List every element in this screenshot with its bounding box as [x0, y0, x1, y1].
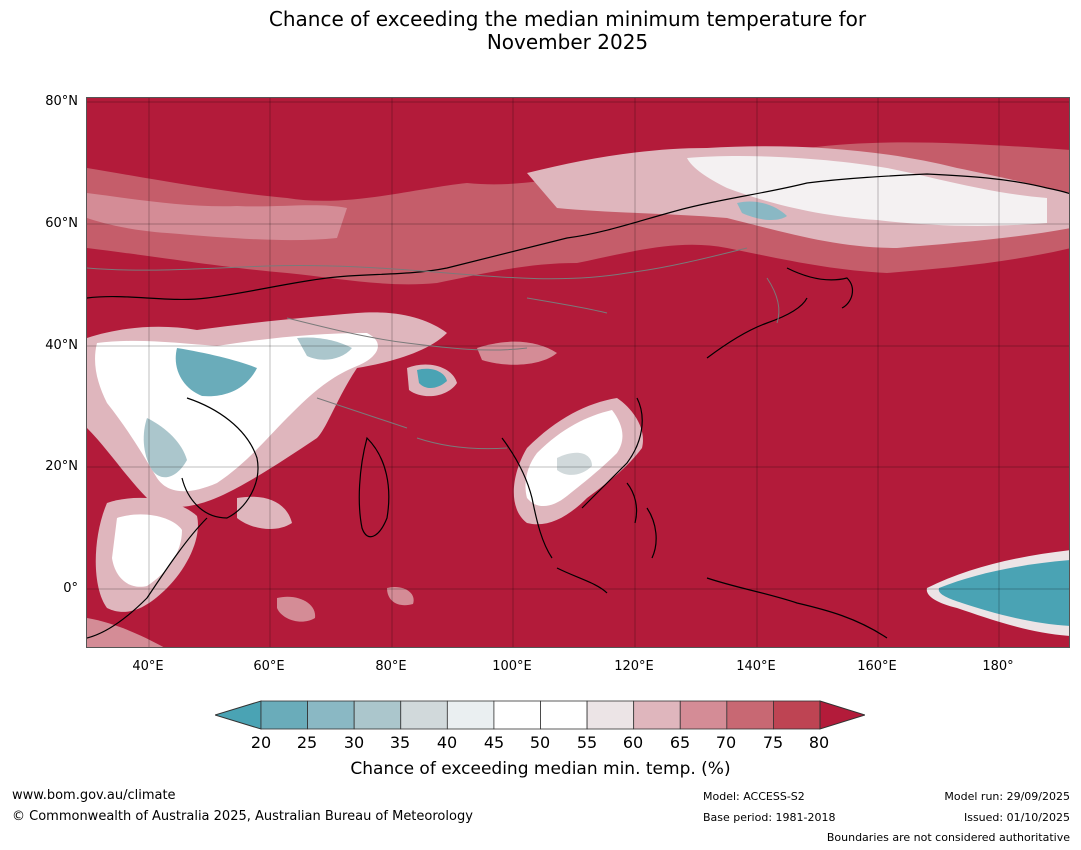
map-title-line1: Chance of exceeding the median minimum t… — [268, 7, 867, 31]
lon-label-120e: 120°E — [614, 659, 654, 674]
colorbar-tick: 80 — [808, 733, 830, 752]
colorbar-segment — [446, 700, 495, 730]
colorbar-segment — [493, 700, 541, 730]
colorbar-tick: 70 — [715, 733, 737, 752]
colorbar-arrow-high — [819, 700, 867, 730]
colorbar-tick: 65 — [669, 733, 691, 752]
colorbar-tick: 30 — [343, 733, 365, 752]
lon-label-160e: 160°E — [857, 659, 897, 674]
lat-label-40n: 40°N — [45, 338, 78, 353]
lon-label-80e: 80°E — [375, 659, 407, 674]
lon-label-180: 180° — [982, 659, 1014, 674]
lat-label-0: 0° — [63, 581, 78, 596]
colorbar-segment — [726, 700, 774, 730]
colorbar-segment — [353, 700, 402, 730]
coastlines — [87, 173, 1069, 639]
colorbar-segment — [586, 700, 635, 730]
lon-label-100e: 100°E — [492, 659, 532, 674]
colorbar-segment — [260, 700, 308, 730]
footer-model: Model: ACCESS-S2 — [703, 790, 805, 803]
map-title-line2: November 2025 — [486, 30, 649, 54]
colorbar-segment — [679, 700, 728, 730]
footer-copyright: © Commonwealth of Australia 2025, Austra… — [12, 809, 473, 824]
colorbar-tick: 40 — [436, 733, 458, 752]
colorbar-segment — [307, 700, 355, 730]
footer-url: www.bom.gov.au/climate — [12, 788, 176, 803]
colorbar-segment — [400, 700, 448, 730]
china-low-probability-region — [513, 398, 643, 525]
colorbar-tick: 20 — [250, 733, 272, 752]
africa-low-probability-region — [87, 496, 292, 647]
footer-model-run: Model run: 29/09/2025 — [944, 790, 1070, 803]
colorbar-segment — [540, 700, 588, 730]
map-graticule — [87, 98, 1069, 647]
colorbar-segment — [773, 700, 821, 730]
country-borders — [87, 247, 780, 450]
central-asia-low-probability-region — [87, 312, 457, 508]
siberia-low-probability-region — [87, 142, 1069, 285]
lat-label-80n: 80°N — [45, 94, 78, 109]
map-panel — [86, 97, 1070, 648]
lat-label-20n: 20°N — [45, 459, 78, 474]
lon-label-60e: 60°E — [253, 659, 285, 674]
colorbar-label-text: Chance of exceeding median min. temp. (%… — [350, 759, 731, 779]
footer-boundaries-note: Boundaries are not considered authoritat… — [826, 831, 1070, 844]
lon-label-40e: 40°E — [132, 659, 164, 674]
colorbar — [213, 700, 867, 730]
lon-label-140e: 140°E — [736, 659, 776, 674]
colorbar-tick: 35 — [389, 733, 411, 752]
colorbar-tick: 50 — [529, 733, 551, 752]
colorbar-tick: 55 — [576, 733, 598, 752]
colorbar-label: Chance of exceeding median min. temp. (%… — [0, 759, 1081, 779]
colorbar-tick: 60 — [622, 733, 644, 752]
lat-label-60n: 60°N — [45, 216, 78, 231]
footer-base-period: Base period: 1981-2018 — [703, 811, 836, 824]
colorbar-tick: 25 — [296, 733, 318, 752]
probability-map — [87, 98, 1069, 647]
colorbar-tick: 75 — [762, 733, 784, 752]
colorbar-segment — [633, 700, 681, 730]
footer-issued: Issued: 01/10/2025 — [963, 811, 1070, 824]
map-title: Chance of exceeding the median minimum t… — [0, 8, 1081, 54]
pacific-low-probability-region — [926, 550, 1069, 636]
colorbar-tick: 45 — [483, 733, 505, 752]
scattered-moderate-regions — [277, 341, 557, 622]
colorbar-arrow-low — [213, 700, 262, 730]
colorbar-graphic — [213, 700, 867, 730]
